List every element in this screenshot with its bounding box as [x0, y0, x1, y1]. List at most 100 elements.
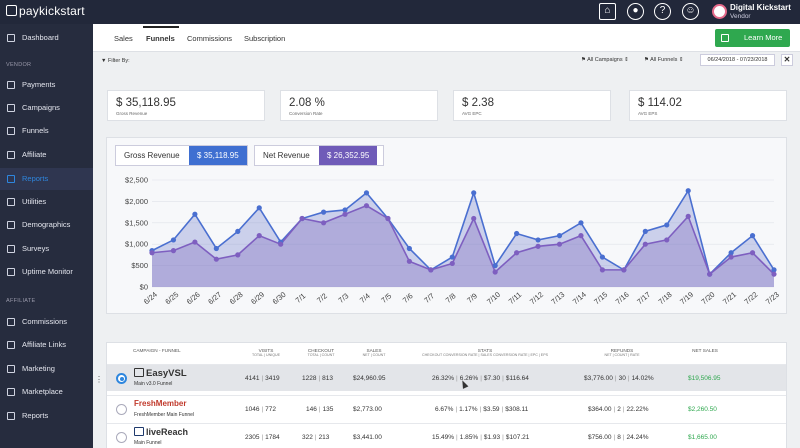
sidebar-item-campaigns[interactable]: Campaigns [0, 97, 93, 119]
refunds-count: 2 [617, 406, 621, 413]
sidebar-item-affiliate-links[interactable]: Affiliate Links [0, 334, 93, 356]
x-tick-label: 7/15 [592, 290, 609, 306]
funnels-dropdown[interactable]: ⚑ All Funnels ⇕ [644, 57, 684, 63]
sidebar-item-label: Campaigns [22, 103, 60, 112]
net-revenue-point [256, 233, 262, 239]
app-logo[interactable]: paykickstart [6, 4, 85, 18]
sidebar-item-marketplace[interactable]: Marketplace [0, 381, 93, 403]
date-range-input[interactable]: 06/24/2018 - 07/23/2018 [700, 54, 775, 66]
tab-subscription[interactable]: Subscription [244, 34, 286, 43]
gross-revenue-point [685, 188, 691, 194]
x-tick-label: 7/10 [485, 290, 502, 306]
refunds-count: 30 [618, 375, 626, 382]
sidebar-item-utilities[interactable]: Utilities [0, 191, 93, 213]
refunds-rate: 14.02% [631, 375, 654, 382]
checkout-cell: 146 | 135 [306, 406, 334, 413]
gross-revenue-point [535, 237, 541, 243]
gross-revenue-toggle[interactable]: Gross Revenue $ 35,118.95 [115, 145, 248, 166]
clear-filter-button[interactable]: ✕ [781, 54, 793, 66]
sidebar-item-commissions[interactable]: Commissions [0, 311, 93, 333]
sidebar-item-dashboard[interactable]: Dashboard [0, 27, 93, 49]
row-radio[interactable] [116, 373, 127, 384]
brand-logo: FreshMember [134, 399, 186, 408]
stat-label: Conversion Rate [289, 111, 323, 116]
table-row[interactable]: liveReach Main Funnel 2305 | 1784 322 | 213 … [107, 423, 786, 448]
row-radio[interactable] [116, 432, 127, 443]
stat-value: $ 35,118.95 [116, 97, 176, 109]
sidebar-item-uptime-monitor[interactable]: Uptime Monitor [0, 261, 93, 283]
sidebar-item-surveys[interactable]: Surveys [0, 238, 93, 260]
sales-cell: $3,441.00 [353, 434, 382, 441]
brand-name: liveReach [146, 427, 189, 437]
monitor-icon [7, 268, 15, 276]
gross-revenue-point [556, 233, 563, 239]
visits-unique: 1784 [265, 434, 280, 441]
tab-funnels[interactable]: Funnels [146, 34, 175, 43]
row-radio[interactable] [116, 404, 127, 415]
sidebar-item-label: Demographics [22, 220, 71, 229]
sidebar: Dashboard VENDOR Payments Campaigns Funn… [0, 24, 93, 448]
user-icon[interactable]: ● [627, 3, 644, 20]
wrench-icon [7, 198, 15, 206]
survey-icon [7, 245, 15, 253]
funnel-name: Main v3.0 Funnel [134, 381, 173, 387]
gross-revenue-point [213, 245, 219, 252]
net-sales-cell: $1,665.00 [688, 434, 717, 441]
book-icon [721, 34, 729, 42]
gross-revenue-point [342, 207, 348, 213]
x-tick-label: 7/11 [507, 290, 524, 306]
stat-card-avg-epc: $ 2.38 AVG EPC [453, 90, 611, 121]
sidebar-item-funnels[interactable]: Funnels [0, 120, 93, 142]
tab-sales[interactable]: Sales [114, 34, 133, 43]
refunds-cell: $3,776.00 | 30 | 14.02% [584, 375, 654, 382]
stat-card-conversion-rate: 2.08 % Conversion Rate [280, 90, 438, 121]
gross-revenue-point [599, 254, 606, 260]
stat-card-avg-eps: $ 114.02 AVG EPS [629, 90, 787, 121]
sidebar-item-payments[interactable]: Payments [0, 74, 93, 96]
gross-revenue-point [492, 263, 498, 269]
sidebar-item-label: Affiliate Links [22, 340, 67, 349]
account-menu[interactable]: Digital Kickstart Vendor [710, 2, 800, 22]
help-icon[interactable]: ? [654, 3, 671, 20]
x-tick-label: 7/17 [635, 290, 652, 306]
sidebar-item-reports[interactable]: Reports [0, 168, 93, 190]
gross-revenue-point [664, 222, 670, 228]
sidebar-item-marketing[interactable]: Marketing [0, 358, 93, 380]
user-name: Digital Kickstart [730, 3, 791, 12]
x-tick-label: 6/25 [163, 290, 180, 306]
net-revenue-toggle[interactable]: Net Revenue $ 26,352.95 [254, 145, 384, 166]
col-header-sales: SALES [366, 348, 382, 353]
checkout-count: 813 [322, 375, 334, 382]
checkout-total: 322 [302, 434, 313, 441]
net-revenue-point [192, 239, 198, 245]
campaigns-dropdown[interactable]: ⚑ All Campaigns ⇕ [581, 57, 629, 63]
support-icon[interactable]: ☺ [682, 3, 699, 20]
gross-revenue-point [471, 190, 477, 196]
sidebar-item-demographics[interactable]: Demographics [0, 214, 93, 236]
filter-bar: ▼ Filter By: ⚑ All Campaigns ⇕ ⚑ All Fun… [93, 52, 800, 70]
store-icon[interactable]: ⌂ [599, 3, 616, 20]
stat-label: AVG EPS [638, 111, 658, 116]
sidebar-item-label: Utilities [22, 197, 47, 206]
sidebar-item-affiliate[interactable]: Affiliate [0, 144, 93, 166]
tab-commissions[interactable]: Commissions [187, 34, 233, 43]
monitor-icon [134, 368, 144, 377]
x-tick-label: 7/3 [337, 291, 351, 305]
resize-handle-icon[interactable]: ⋮ [95, 375, 103, 384]
funnel-name: Main Funnel [134, 440, 162, 446]
table-row[interactable]: EasyVSL Main v3.0 Funnel 4141 | 3419 1228 |… [107, 364, 786, 391]
campaigns-icon [7, 104, 15, 112]
sidebar-item-affiliate-reports[interactable]: Reports [0, 405, 93, 427]
table-row[interactable]: FreshMember FreshMember Main Funnel 1046… [107, 395, 786, 422]
x-tick-label: 6/28 [228, 290, 245, 306]
sales-conversion: 6.26% [459, 375, 479, 382]
net-revenue-point [514, 250, 520, 256]
net-revenue-value: $ 26,352.95 [319, 146, 378, 165]
y-tick-label: $2,000 [125, 197, 148, 206]
learn-more-button[interactable]: Learn More [715, 29, 790, 47]
stats-cell: 26.32% | 6.26% | $7.30 | $116.64 [432, 375, 529, 382]
gross-revenue-point [642, 228, 648, 234]
visits-total: 4141 [245, 375, 260, 382]
users-icon [7, 221, 15, 229]
sidebar-item-label: Marketplace [22, 387, 63, 396]
